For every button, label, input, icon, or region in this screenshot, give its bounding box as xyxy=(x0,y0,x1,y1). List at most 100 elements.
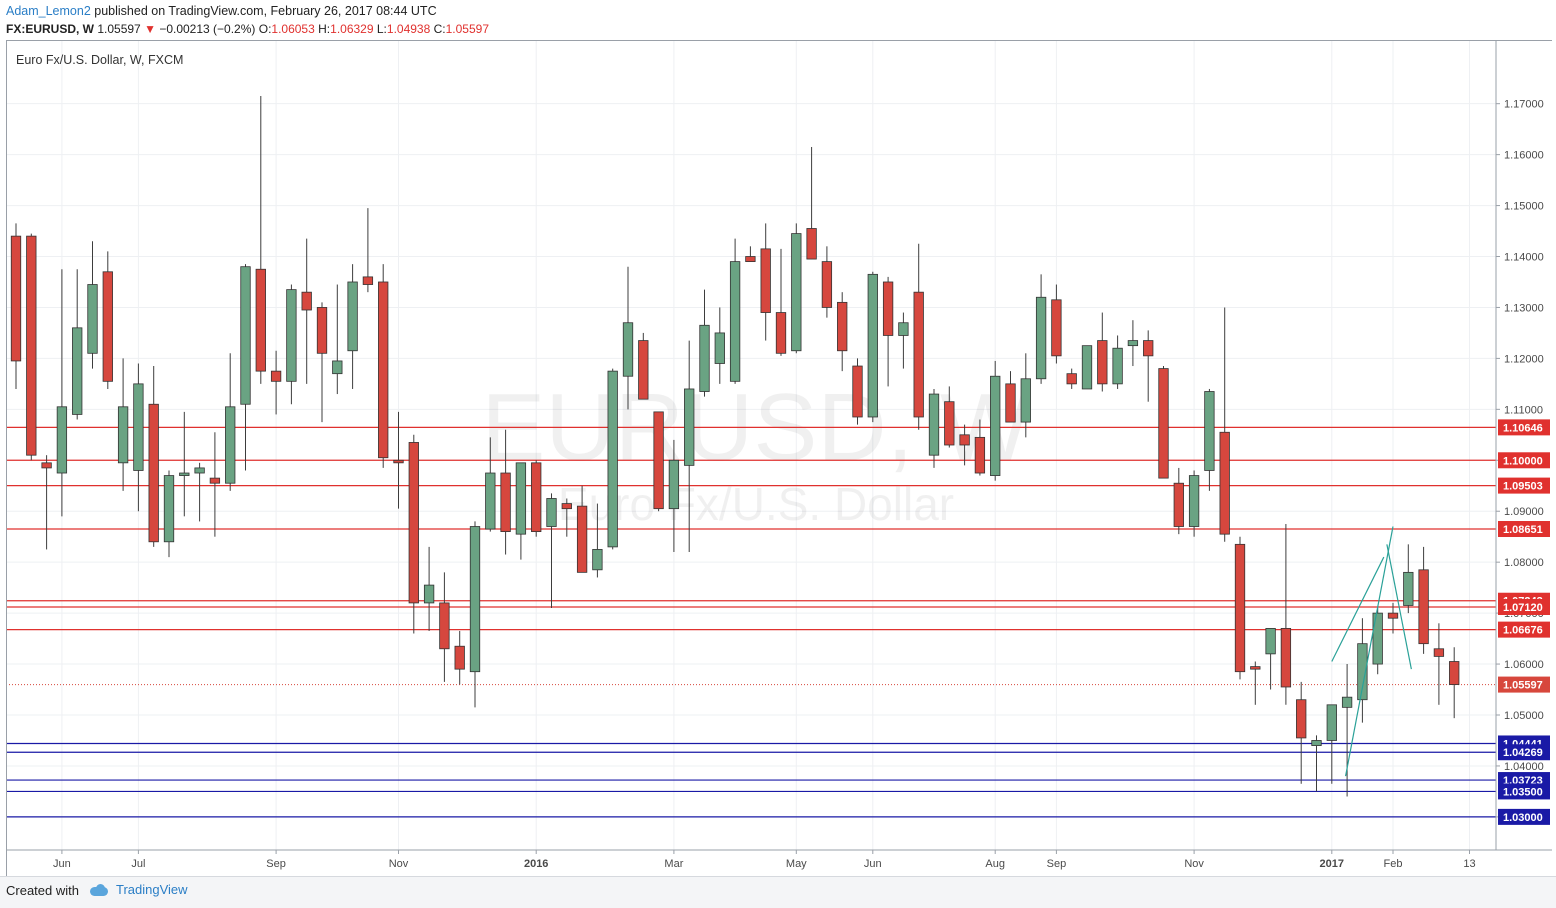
y-tick-label: 1.11000 xyxy=(1504,404,1543,416)
close-value: 1.05597 xyxy=(445,22,490,36)
y-tick-label: 1.16000 xyxy=(1504,150,1544,162)
created-with-label: Created with xyxy=(6,883,79,898)
candle-body xyxy=(1387,612,1399,619)
low-label: L: xyxy=(376,22,387,36)
open-value: 1.06053 xyxy=(271,22,315,36)
last-price: 1.05597 xyxy=(97,22,141,36)
last-price-label: 1.05597 xyxy=(1503,680,1543,692)
brand-link[interactable]: TradingView xyxy=(88,882,188,897)
candle-body xyxy=(117,406,129,464)
candle-body xyxy=(439,602,450,650)
candle-body xyxy=(546,498,557,527)
candle-body xyxy=(1265,627,1276,655)
candle-body xyxy=(1433,648,1445,657)
candle-body xyxy=(791,233,802,352)
x-tick-label: Jun xyxy=(864,858,882,870)
candle-body xyxy=(852,365,863,418)
candle-body xyxy=(1296,699,1307,739)
candle-body xyxy=(270,370,282,382)
chart-title: Euro Fx/U.S. Dollar, W, FXCM xyxy=(16,53,183,67)
candle-body xyxy=(1066,373,1077,385)
candle-body xyxy=(1326,704,1337,741)
level-price-label-bg xyxy=(1498,521,1550,538)
candle-body xyxy=(882,281,894,336)
x-tick-label: Nov xyxy=(1184,858,1204,870)
candle-body xyxy=(745,256,756,263)
watermark-name: Euro Fx/U.S. Dollar xyxy=(558,478,954,530)
candle-body xyxy=(806,228,817,260)
candle-body xyxy=(699,324,710,392)
candle-body xyxy=(41,462,52,469)
y-tick-label: 1.09000 xyxy=(1504,506,1544,518)
candle-body xyxy=(837,301,848,352)
x-tick-label: Sep xyxy=(266,858,286,870)
candle-body xyxy=(1204,391,1215,471)
footer-bar: Created with TradingView xyxy=(0,876,1556,908)
candle-body xyxy=(1158,368,1169,479)
y-tick-label: 1.06000 xyxy=(1504,659,1544,671)
candle-body xyxy=(423,584,435,604)
trend-line xyxy=(1344,526,1394,777)
candle-body xyxy=(928,393,940,456)
level-price-label: 1.10000 xyxy=(1503,455,1543,467)
candle-body xyxy=(1173,482,1184,527)
candle-body xyxy=(729,261,741,382)
author-link[interactable]: Adam_Lemon2 xyxy=(6,4,91,18)
y-tick-label: 1.12000 xyxy=(1504,353,1544,365)
candle-body xyxy=(1357,643,1368,701)
x-tick-label: 13 xyxy=(1463,858,1475,870)
level-price-label: 1.04269 xyxy=(1503,747,1543,759)
candle-body xyxy=(87,284,98,354)
x-tick-label: 2016 xyxy=(524,858,548,870)
candle-body xyxy=(179,472,190,476)
candle-body xyxy=(1449,661,1460,685)
candle-body xyxy=(378,281,389,459)
y-tick-label: 1.04000 xyxy=(1504,761,1544,773)
candle-body xyxy=(393,459,404,464)
candle-body xyxy=(1020,378,1031,423)
x-tick-label: Feb xyxy=(1384,858,1403,870)
candle-body xyxy=(500,472,511,533)
x-tick-label: Jul xyxy=(131,858,145,870)
candle-body xyxy=(301,291,312,311)
candle-body xyxy=(867,273,878,418)
candle-body xyxy=(684,388,695,466)
candle-body xyxy=(760,248,771,313)
candle-body xyxy=(913,291,924,418)
chart-area[interactable]: EURUSD, W Euro Fx/U.S. Dollar 1.17000 1.160… xyxy=(6,40,1552,876)
level-price-label-bg xyxy=(1498,808,1550,825)
level-price-label-bg xyxy=(1498,419,1550,436)
candle-body xyxy=(1311,740,1322,746)
level-price-label-bg xyxy=(1498,452,1550,469)
candle-body xyxy=(515,462,527,535)
candle-body xyxy=(454,645,465,670)
close-label: C: xyxy=(433,22,446,36)
candle-body xyxy=(1418,569,1429,645)
candle-body xyxy=(607,370,618,548)
candle-body xyxy=(668,459,680,510)
candle-body xyxy=(225,406,236,484)
candle-body xyxy=(1143,340,1154,357)
candle-body xyxy=(1127,340,1139,347)
x-tick-label: Mar xyxy=(664,858,683,870)
candle-body xyxy=(1112,347,1123,385)
tradingview-cloud-icon xyxy=(88,883,110,896)
candle-body xyxy=(286,289,297,382)
candle-body xyxy=(1403,571,1414,606)
y-tick-label: 1.13000 xyxy=(1504,302,1544,314)
level-price-label-bg xyxy=(1498,744,1550,761)
y-tick-label: 1.15000 xyxy=(1504,201,1544,213)
candle-body xyxy=(775,312,787,354)
publish-text: published on TradingView.com, February 2… xyxy=(94,4,437,18)
quote-line: FX:EURUSD, W 1.05597 ▼ −0.00213 (−0.2%) … xyxy=(6,22,489,36)
price-change: −0.00213 (−0.2%) xyxy=(159,22,256,36)
candle-body xyxy=(240,266,251,405)
candle-body xyxy=(714,332,725,364)
level-price-label: 1.03000 xyxy=(1503,812,1543,824)
candle-body xyxy=(944,401,955,446)
high-value: 1.06329 xyxy=(330,22,374,36)
candle-body xyxy=(1051,299,1062,357)
trend-line xyxy=(1331,556,1385,662)
x-tick-label: Sep xyxy=(1047,858,1067,870)
